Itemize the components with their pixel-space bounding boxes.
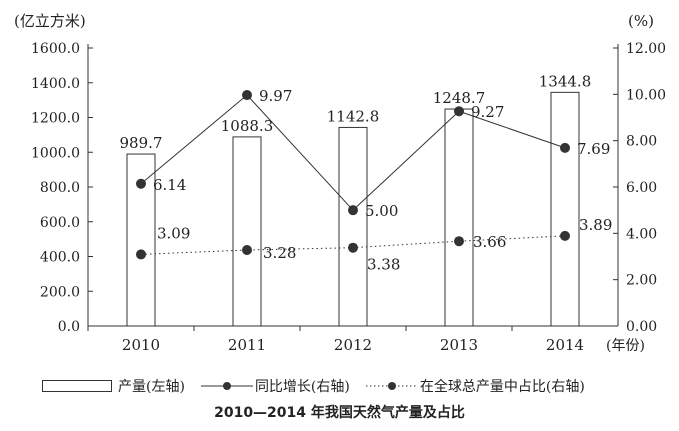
x-tick-label: 2014	[546, 336, 584, 354]
point-growth	[136, 178, 146, 189]
point-share	[348, 242, 358, 253]
bar-production	[444, 108, 474, 327]
y-left-tick-label: 800.0	[40, 180, 80, 196]
point-share	[454, 236, 464, 247]
x-tick-label: 2013	[440, 336, 478, 354]
point-label-share: 3.89	[579, 216, 612, 234]
legend-item-production: 产量(左轴)	[42, 376, 185, 396]
point-label-growth: 5.00	[365, 202, 398, 220]
point-share	[136, 249, 146, 260]
point-share	[560, 230, 570, 241]
y-left-tick-label: 1400.0	[31, 76, 80, 92]
bar-label-production: 1088.3	[221, 117, 274, 135]
point-share	[242, 245, 252, 256]
x-tick-label: 2010	[122, 336, 160, 354]
x-tick-label: 2012	[334, 336, 372, 354]
y-left-tick-label: 200.0	[40, 284, 80, 300]
y-left-tick-label: 1000.0	[31, 145, 80, 161]
point-growth	[454, 106, 464, 117]
y-left-tick-label: 1600.0	[31, 41, 80, 57]
x-axis-unit: (年份)	[606, 338, 645, 354]
legend-label-growth: 同比增长(右轴)	[254, 379, 350, 395]
point-label-growth: 9.27	[471, 103, 504, 121]
legend-bar-swatch	[42, 380, 112, 392]
bar-label-production: 989.7	[120, 134, 163, 152]
legend-growth-swatch	[200, 382, 253, 390]
bar-production	[338, 126, 368, 327]
y-left-tick-label: 1200.0	[31, 111, 80, 127]
bar-label-production: 1344.8	[539, 72, 592, 90]
y-right-tick-label: 12.00	[626, 41, 666, 57]
legend-share-swatch	[365, 382, 418, 390]
bar-label-production: 1142.8	[327, 107, 380, 125]
legend-label-share: 在全球总产量中占比(右轴)	[419, 379, 585, 395]
point-label-share: 3.09	[157, 224, 190, 242]
y-right-tick-label: 2.00	[626, 273, 657, 289]
y-right-tick-label: 0.00	[626, 319, 657, 335]
legend-item-share: 在全球总产量中占比(右轴)	[364, 376, 585, 396]
bar-production	[232, 136, 262, 327]
y-right-tick-label: 10.00	[626, 87, 666, 103]
point-growth	[242, 90, 252, 101]
point-label-share: 3.66	[473, 233, 506, 251]
y-left-tick-label: 600.0	[40, 215, 80, 231]
y-right-tick-label: 8.00	[626, 134, 657, 150]
point-label-growth: 7.69	[577, 140, 610, 158]
point-label-share: 3.38	[367, 256, 400, 274]
point-growth	[560, 142, 570, 153]
legend-item-growth: 同比增长(右轴)	[199, 376, 350, 396]
y-right-tick-label: 4.00	[626, 226, 657, 242]
bar-production	[550, 91, 580, 327]
y-left-tick-label: 0.0	[58, 319, 80, 335]
y-right-unit: (%)	[628, 12, 654, 30]
legend: 产量(左轴) 同比增长(右轴) 在全球总产量中占比(右轴)	[42, 376, 662, 396]
bar-label-production: 1248.7	[433, 89, 486, 107]
y-left-tick-label: 400.0	[40, 250, 80, 266]
y-right-tick-label: 6.00	[626, 180, 657, 196]
chart-caption: 2010—2014 年我国天然气产量及占比	[214, 405, 465, 421]
point-label-growth: 6.14	[153, 176, 186, 194]
legend-label-production: 产量(左轴)	[118, 379, 185, 395]
point-label-share: 3.28	[263, 244, 296, 262]
x-tick-label: 2011	[228, 336, 266, 354]
y-left-unit: (亿立方米)	[14, 12, 86, 30]
point-label-growth: 9.97	[259, 87, 292, 105]
point-growth	[348, 205, 358, 216]
